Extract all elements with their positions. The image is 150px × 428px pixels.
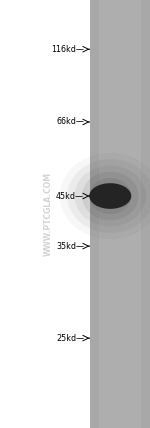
- Ellipse shape: [82, 172, 139, 220]
- Ellipse shape: [67, 159, 150, 233]
- Bar: [90, 0, 150, 428]
- Ellipse shape: [75, 166, 146, 226]
- Text: 25kd—: 25kd—: [56, 333, 84, 343]
- Text: WWW.PTCGLA.COM: WWW.PTCGLA.COM: [44, 172, 52, 256]
- Text: 45kd—: 45kd—: [56, 191, 84, 201]
- Text: 116kd—: 116kd—: [51, 45, 84, 54]
- Ellipse shape: [89, 178, 131, 214]
- Text: 35kd—: 35kd—: [56, 241, 84, 251]
- Text: 66kd—: 66kd—: [56, 117, 84, 127]
- Bar: [99, 0, 141, 428]
- Ellipse shape: [89, 183, 131, 209]
